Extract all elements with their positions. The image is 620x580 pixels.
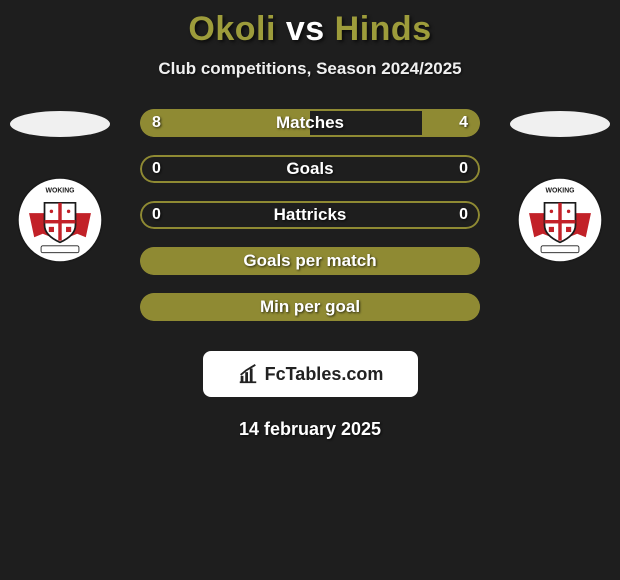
stat-row: Goals0 0 [140, 155, 480, 183]
right-player-col [500, 109, 620, 263]
stat-row: Min per goal [140, 293, 480, 321]
stat-row: Matches8 4 [140, 109, 480, 137]
stat-value-right: 0 [459, 155, 468, 183]
stat-row: Goals per match [140, 247, 480, 275]
stat-label: Min per goal [140, 293, 480, 321]
stat-value-right: 0 [459, 201, 468, 229]
stat-value-left: 0 [152, 155, 161, 183]
stat-label: Goals per match [140, 247, 480, 275]
source-badge: FcTables.com [203, 351, 418, 397]
subtitle: Club competitions, Season 2024/2025 [0, 59, 620, 79]
stat-label: Hattricks [140, 201, 480, 229]
left-player-col [0, 109, 120, 263]
left-club-crest [17, 177, 103, 263]
stat-row: Hattricks0 0 [140, 201, 480, 229]
stat-value-left: 0 [152, 201, 161, 229]
comparison-card: Okoli vs Hinds Club competitions, Season… [0, 0, 620, 580]
stat-label: Goals [140, 155, 480, 183]
stat-rows: Matches84Goals00Hattricks00Goals per mat… [140, 109, 480, 321]
left-player-photo-placeholder [10, 111, 110, 137]
right-player-photo-placeholder [510, 111, 610, 137]
player-left-name: Okoli [188, 10, 276, 48]
player-right-name: Hinds [335, 10, 432, 48]
stat-value-left: 8 [152, 109, 161, 137]
stats-area: Matches84Goals00Hattricks00Goals per mat… [0, 109, 620, 321]
stat-value-right: 4 [459, 109, 468, 137]
stat-label: Matches [140, 109, 480, 137]
right-club-crest [517, 177, 603, 263]
source-label: FcTables.com [265, 364, 384, 385]
barchart-icon [237, 363, 259, 385]
date: 14 february 2025 [0, 419, 620, 440]
title-vs: vs [286, 10, 325, 48]
page-title: Okoli vs Hinds [0, 0, 620, 49]
